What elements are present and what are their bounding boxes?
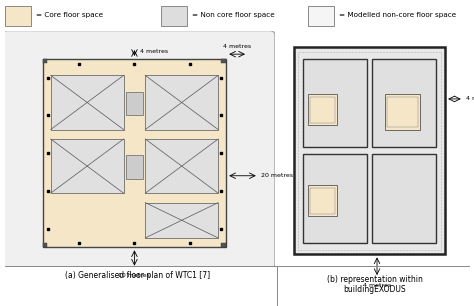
Bar <box>145 203 218 238</box>
FancyBboxPatch shape <box>2 31 275 269</box>
Bar <box>309 185 337 216</box>
Bar <box>293 47 445 254</box>
Text: = Modelled non-core floor space: = Modelled non-core floor space <box>339 12 456 18</box>
Bar <box>385 94 420 129</box>
Bar <box>310 188 335 214</box>
Bar <box>51 75 124 129</box>
Text: 20 metres: 20 metres <box>262 173 293 178</box>
Text: 4 metres: 4 metres <box>363 283 391 288</box>
Text: = Non core floor space: = Non core floor space <box>192 12 275 18</box>
Bar <box>303 154 367 243</box>
Bar <box>372 59 436 147</box>
Bar <box>43 59 47 63</box>
Bar <box>387 97 418 127</box>
Bar <box>161 6 187 26</box>
Bar <box>310 97 335 123</box>
Bar <box>308 6 334 26</box>
Bar <box>298 52 441 250</box>
Bar <box>221 59 226 63</box>
Text: 4 metres: 4 metres <box>140 49 168 54</box>
Text: (b) representation within
buildingEXODUS: (b) representation within buildingEXODUS <box>327 275 422 294</box>
Bar <box>221 243 226 247</box>
Bar <box>43 59 226 247</box>
Text: 10 metres: 10 metres <box>118 273 150 278</box>
Bar <box>309 94 337 125</box>
Bar <box>145 139 218 193</box>
Bar <box>5 6 31 26</box>
Bar <box>51 139 124 193</box>
Text: = Core floor space: = Core floor space <box>36 12 103 18</box>
Bar <box>126 155 143 179</box>
Bar <box>303 59 367 147</box>
Bar <box>126 92 143 115</box>
Text: (a) Generalised floor plan of WTC1 [7]: (a) Generalised floor plan of WTC1 [7] <box>65 271 210 280</box>
Text: 4 metres: 4 metres <box>223 44 251 50</box>
Bar <box>372 154 436 243</box>
Bar <box>145 75 218 129</box>
Text: 4 metres: 4 metres <box>465 96 474 101</box>
Bar <box>43 243 47 247</box>
